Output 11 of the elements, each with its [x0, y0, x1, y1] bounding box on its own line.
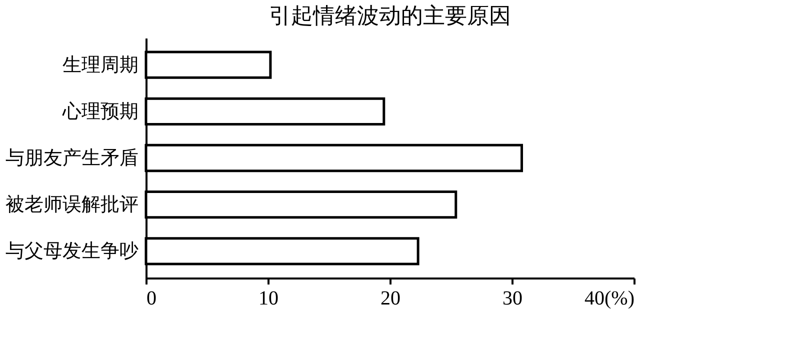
y-tick-label: 与朋友产生矛盾: [6, 148, 138, 169]
chart-title: 引起情绪波动的主要原因: [269, 3, 511, 28]
x-tick-label: 20: [380, 288, 400, 310]
x-tick-label: 10: [258, 288, 278, 310]
x-tick-label: 30: [502, 288, 522, 310]
x-tick-label: 0: [146, 288, 156, 310]
y-tick-label: 与父母发生争吵: [6, 241, 138, 262]
x-tick-label: 40(%): [584, 288, 634, 310]
y-tick-label: 心理预期: [62, 100, 138, 122]
y-tick-label: 被老师误解批评: [6, 194, 138, 216]
y-tick-label: 生理周期: [62, 54, 138, 76]
